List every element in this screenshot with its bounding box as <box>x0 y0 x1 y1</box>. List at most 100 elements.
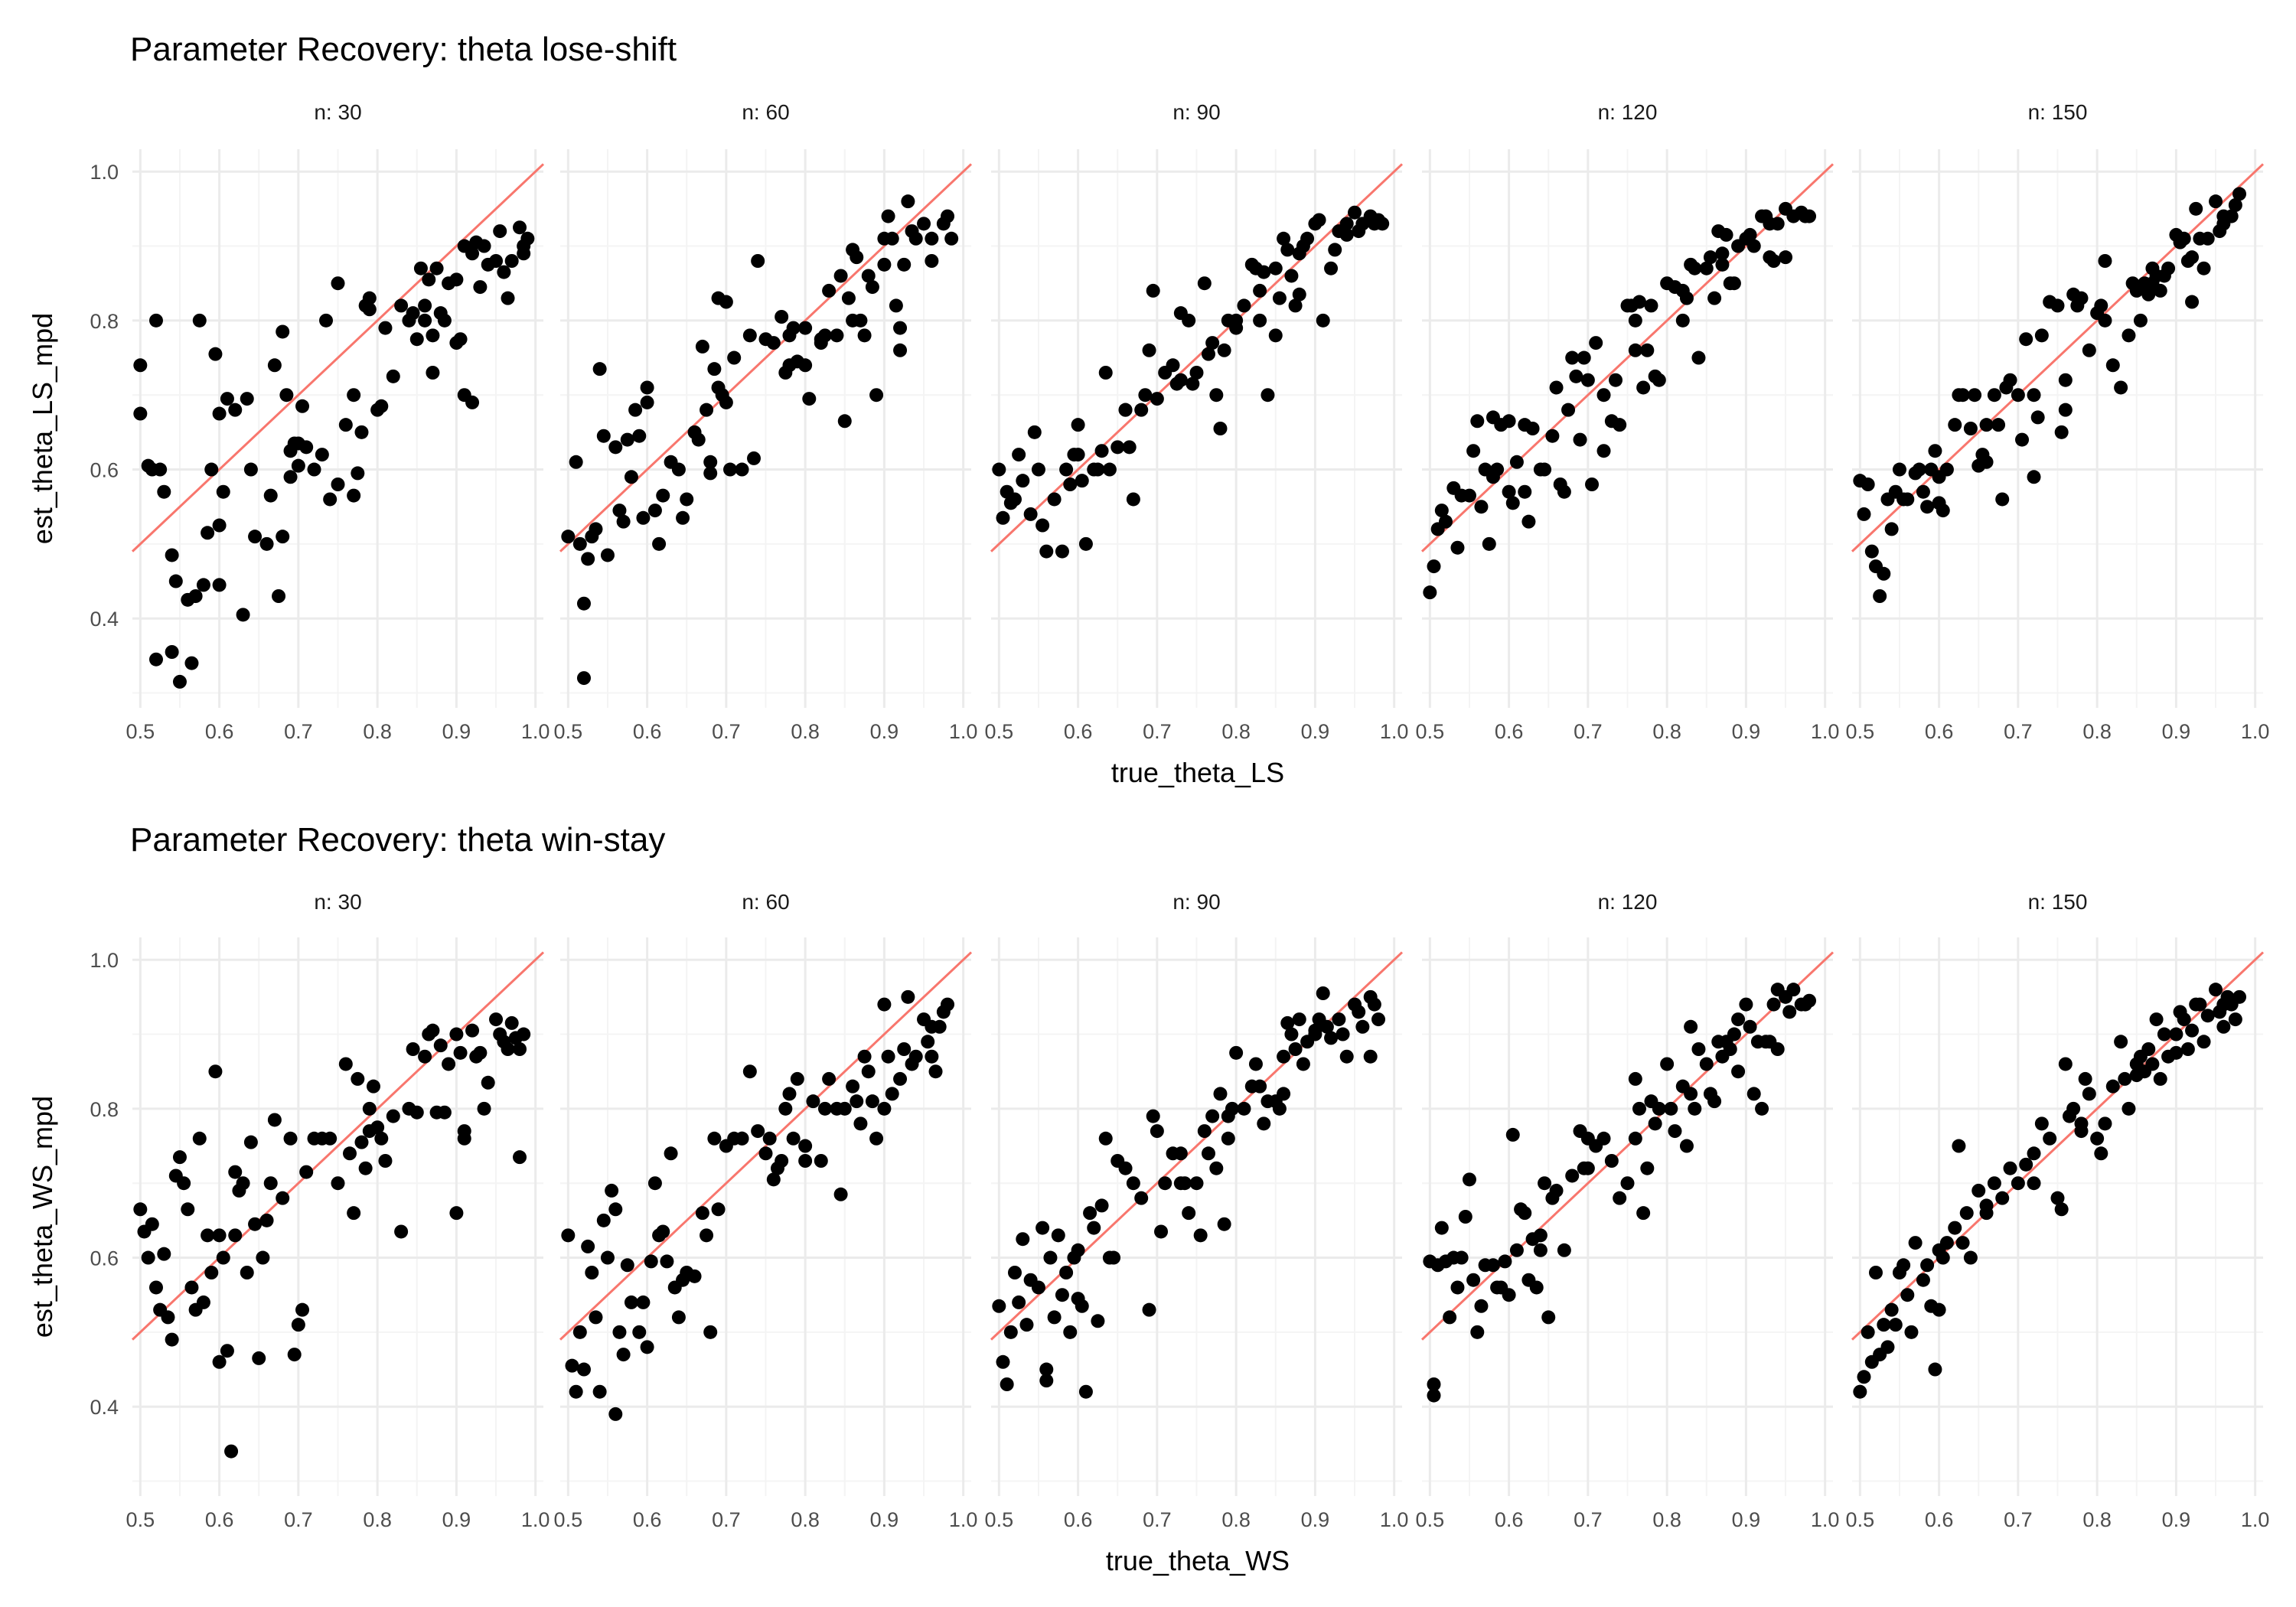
data-point <box>517 246 531 261</box>
data-point <box>1146 1109 1160 1123</box>
data-point <box>2145 276 2160 291</box>
data-point <box>1284 1027 1299 1041</box>
data-point <box>1217 1217 1231 1231</box>
data-point <box>1939 1236 1954 1250</box>
data-point <box>2043 1131 2057 1146</box>
data-point <box>640 395 654 409</box>
data-point <box>616 1348 631 1362</box>
data-point <box>1486 1258 1500 1273</box>
data-point <box>592 362 607 376</box>
data-point <box>1979 1198 1994 1213</box>
data-point <box>707 362 722 376</box>
data-point <box>409 332 424 347</box>
data-point <box>1031 462 1045 477</box>
facet-panel: n: 90 0.5 0.6 0.7 0.8 0.9 1.0 <box>985 100 1409 743</box>
y-tick-label: 0.8 <box>90 1098 119 1121</box>
data-point <box>1367 217 1381 231</box>
data-point <box>608 1407 623 1421</box>
data-point <box>2054 425 2069 439</box>
data-point <box>204 1266 219 1279</box>
data-point <box>1087 462 1101 477</box>
data-point <box>1798 209 1812 223</box>
data-point <box>201 1228 215 1243</box>
data-point <box>157 484 171 499</box>
data-point <box>165 548 179 562</box>
y-tick-label: 0.6 <box>90 459 119 482</box>
data-point <box>1936 504 1950 518</box>
data-point <box>837 1101 852 1116</box>
data-point <box>2185 295 2200 309</box>
data-point <box>2122 1101 2136 1116</box>
x-tick-label: 0.8 <box>363 720 392 743</box>
data-point <box>1288 298 1303 313</box>
data-point <box>640 1340 654 1354</box>
data-point <box>671 1310 686 1325</box>
data-point <box>409 1105 424 1120</box>
data-point <box>1920 1258 1935 1273</box>
data-point <box>1715 1049 1730 1064</box>
data-point <box>374 1131 389 1146</box>
data-point <box>172 674 187 689</box>
data-point <box>893 1071 908 1086</box>
data-point <box>667 1280 682 1295</box>
data-point <box>1308 1023 1322 1038</box>
facet-panel: n: 60 0.5 0.6 0.7 0.8 0.9 1.0 <box>554 890 978 1531</box>
data-point <box>707 1131 722 1146</box>
data-point <box>358 1161 373 1175</box>
data-point <box>1691 350 1706 365</box>
x-tick-label: 0.6 <box>205 720 234 743</box>
data-point <box>1525 422 1540 435</box>
x-tick-label: 0.7 <box>284 1508 313 1531</box>
data-point <box>596 429 611 443</box>
data-point <box>2003 1161 2017 1175</box>
x-tick-label: 1.0 <box>949 1508 978 1531</box>
data-point <box>1363 1049 1378 1064</box>
data-point <box>1201 347 1215 361</box>
data-point <box>2019 332 2033 347</box>
data-point <box>996 510 1010 525</box>
data-point <box>1628 343 1642 357</box>
data-point <box>1518 1206 1532 1221</box>
x-tick-label: 0.6 <box>1925 720 1954 743</box>
data-point <box>908 1049 923 1064</box>
data-point <box>1348 997 1362 1012</box>
data-point <box>168 1169 183 1183</box>
data-point <box>259 1213 274 1227</box>
facet-panel: n: 60 0.5 0.6 0.7 0.8 0.9 1.0 <box>554 100 978 743</box>
data-point <box>1450 540 1465 555</box>
data-point <box>1624 298 1639 313</box>
data-point <box>351 466 365 481</box>
data-point <box>1779 250 1793 265</box>
y-tick-label: 0.4 <box>90 608 119 631</box>
data-point <box>192 1131 207 1146</box>
data-point <box>2074 1124 2089 1139</box>
data-point <box>778 366 793 380</box>
data-point <box>1308 217 1322 231</box>
data-point <box>905 224 919 239</box>
data-point <box>2098 1116 2112 1131</box>
x-tick-label: 0.9 <box>1732 720 1761 743</box>
data-point <box>1257 1116 1271 1131</box>
data-point <box>358 298 373 313</box>
data-point <box>1936 1250 1950 1265</box>
data-point <box>2209 194 2223 209</box>
data-point <box>1628 313 1642 328</box>
x-tick-label: 0.9 <box>1732 1508 1761 1531</box>
data-point <box>2058 403 2073 417</box>
data-point <box>2027 1146 2041 1161</box>
identity-line <box>1420 951 1835 1341</box>
data-point <box>1924 462 1939 477</box>
data-point <box>857 328 872 343</box>
data-point <box>402 313 416 328</box>
data-point <box>775 1154 789 1168</box>
data-point <box>517 239 531 253</box>
data-point <box>1363 989 1378 1004</box>
data-point <box>2177 231 2191 246</box>
data-point <box>1007 1266 1022 1279</box>
data-point <box>742 328 757 343</box>
data-point <box>501 1042 515 1056</box>
data-point <box>1173 1176 1188 1191</box>
data-point <box>508 1031 523 1045</box>
data-point <box>1071 1292 1085 1306</box>
data-point <box>465 1023 480 1038</box>
